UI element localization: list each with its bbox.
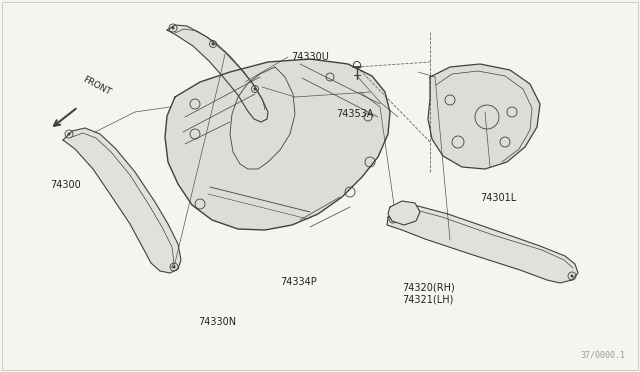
Circle shape xyxy=(67,132,70,135)
Circle shape xyxy=(211,42,214,45)
Text: 37/0000.1: 37/0000.1 xyxy=(580,351,625,360)
Circle shape xyxy=(570,275,573,278)
Polygon shape xyxy=(388,201,420,225)
Polygon shape xyxy=(165,59,390,230)
Text: 74301L: 74301L xyxy=(480,193,516,203)
Text: 74353A: 74353A xyxy=(336,109,374,119)
Text: 74300: 74300 xyxy=(50,180,81,190)
Polygon shape xyxy=(387,206,578,283)
Circle shape xyxy=(392,218,394,221)
Text: 74334P: 74334P xyxy=(280,277,317,287)
Circle shape xyxy=(172,26,175,29)
Polygon shape xyxy=(428,64,540,169)
Circle shape xyxy=(173,266,175,269)
Polygon shape xyxy=(167,25,268,122)
Text: 74330N: 74330N xyxy=(198,317,236,327)
Text: 74320(RH): 74320(RH) xyxy=(402,283,455,293)
Text: FRONT: FRONT xyxy=(81,75,112,97)
Text: 74321(LH): 74321(LH) xyxy=(402,295,453,305)
Text: 74330U: 74330U xyxy=(291,52,329,62)
Circle shape xyxy=(253,87,257,90)
Polygon shape xyxy=(63,128,181,273)
